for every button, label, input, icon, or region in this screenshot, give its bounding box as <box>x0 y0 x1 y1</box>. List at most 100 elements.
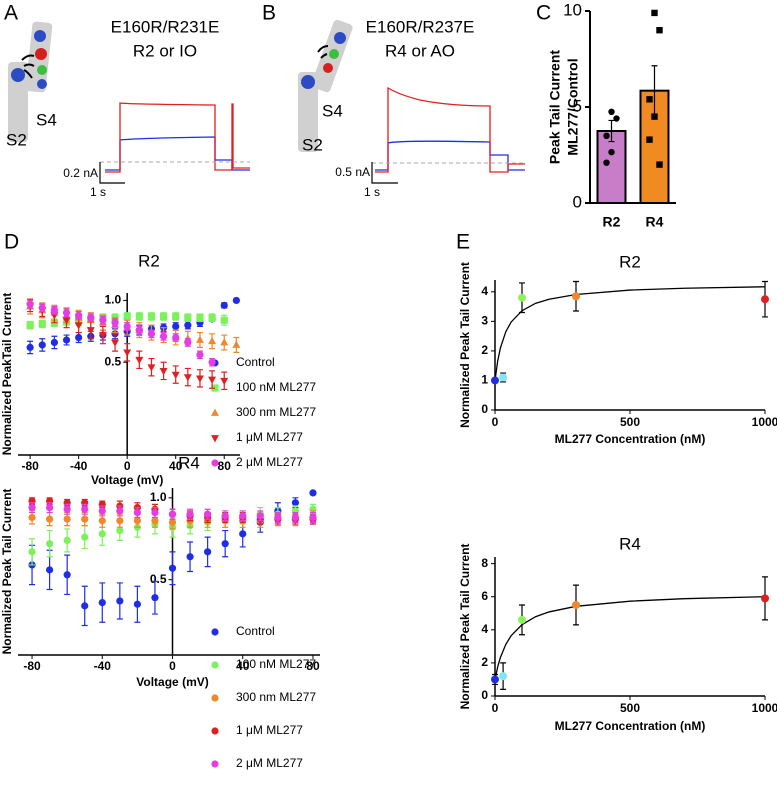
scale-label: 1 s <box>364 185 380 199</box>
legend-label: 100 nM ML277 <box>236 380 316 394</box>
y-tick-label: 1.0 <box>150 490 167 504</box>
marker <box>151 508 159 517</box>
y-tick-label: 10 <box>563 0 582 19</box>
x-tick-label: 80 <box>218 459 232 473</box>
marker <box>28 504 36 512</box>
y-axis-label: Peak Tail Current <box>547 50 563 164</box>
charge <box>37 79 47 89</box>
marker <box>116 597 124 605</box>
error-bar <box>608 119 615 143</box>
marker <box>26 321 34 329</box>
y-tick-label: 4 <box>481 284 488 298</box>
marker <box>761 295 769 304</box>
marker <box>28 548 36 556</box>
y-axis-label: Normalized Peak Tail Current <box>0 489 14 655</box>
diagram-title: E160R/R231E <box>111 17 220 36</box>
marker <box>186 510 194 518</box>
marker <box>133 600 141 608</box>
x-tick-label: -40 <box>94 659 112 673</box>
legend-label: 100 nM ML277 <box>236 657 316 671</box>
x-tick-label: -80 <box>23 659 41 673</box>
marker <box>608 108 615 116</box>
marker <box>172 312 180 321</box>
marker <box>603 159 610 166</box>
x-tick-label: -80 <box>21 459 39 473</box>
y-axis-label: ML277/Control <box>565 58 581 155</box>
marker <box>151 594 159 602</box>
interaction <box>21 54 35 79</box>
marker <box>38 320 46 328</box>
y-tick-label: 0 <box>573 192 582 211</box>
legend-marker <box>211 628 219 636</box>
segment-label: S4 <box>322 101 343 120</box>
y-tick-label: 6 <box>481 589 488 603</box>
legend-label: 300 nm ML277 <box>236 405 316 419</box>
marker <box>196 351 204 359</box>
marker <box>133 508 141 517</box>
x-tick-label: 0 <box>492 701 499 715</box>
marker <box>761 594 769 603</box>
diagram-subtitle: R4 or AO <box>385 41 455 60</box>
interaction <box>317 45 329 59</box>
marker <box>98 332 107 340</box>
marker <box>208 314 216 322</box>
marker <box>208 358 216 366</box>
legend-label: 1 μM ML277 <box>236 430 303 444</box>
x-tick-label: 1000 <box>752 701 777 715</box>
scale-label: 1 s <box>90 185 106 199</box>
marker <box>87 314 95 322</box>
x-tick-label: 80 <box>306 659 320 673</box>
marker <box>111 319 119 327</box>
segment-label: S4 <box>36 110 57 129</box>
marker <box>239 512 247 520</box>
y-tick-label: 8 <box>481 556 488 570</box>
marker <box>50 306 58 314</box>
marker <box>291 499 300 507</box>
marker <box>123 349 132 357</box>
panel-label: C <box>536 2 551 25</box>
marker <box>183 374 192 382</box>
marker <box>135 326 143 334</box>
y-axis-label: Normalized Peak Tail Current <box>458 544 472 710</box>
scale-label: 0.5 nA <box>335 165 370 179</box>
marker <box>63 571 71 579</box>
marker <box>172 333 180 342</box>
charge <box>323 63 333 73</box>
marker <box>220 301 228 309</box>
marker <box>196 335 204 343</box>
legend-marker <box>211 408 219 416</box>
marker <box>81 515 89 523</box>
marker <box>168 564 177 572</box>
marker <box>184 321 192 329</box>
y-tick-label: 2 <box>481 343 488 357</box>
marker <box>63 515 71 523</box>
marker <box>123 312 131 321</box>
marker <box>603 132 610 139</box>
marker <box>220 316 228 324</box>
legend-marker <box>211 435 219 443</box>
diagram-b: E160R/R237E R4 or AO S4 S2 0.5 nA 1 s <box>298 17 525 199</box>
marker <box>646 96 653 103</box>
segment-label: S2 <box>6 130 27 149</box>
legend-marker <box>211 760 219 768</box>
y-axis-label: Normalized PeakTail Current <box>0 293 14 456</box>
marker <box>159 332 168 340</box>
legend-label: 300 nm ML277 <box>236 690 316 704</box>
marker <box>116 526 124 535</box>
marker <box>26 300 34 308</box>
legend-marker <box>211 661 219 669</box>
marker <box>81 602 89 610</box>
charge <box>329 49 339 59</box>
marker <box>99 316 107 324</box>
panel-label: D <box>4 231 19 254</box>
x-tick-label: 40 <box>236 659 250 673</box>
chart-title: R2 <box>138 251 160 270</box>
marker <box>147 364 156 372</box>
marker <box>196 375 204 383</box>
marker <box>46 515 54 523</box>
x-axis-label: ML277 Concentration (nM) <box>555 432 706 446</box>
marker <box>159 312 168 321</box>
trace <box>105 102 250 173</box>
diagram-subtitle: R2 or IO <box>133 41 197 60</box>
marker <box>26 343 34 352</box>
